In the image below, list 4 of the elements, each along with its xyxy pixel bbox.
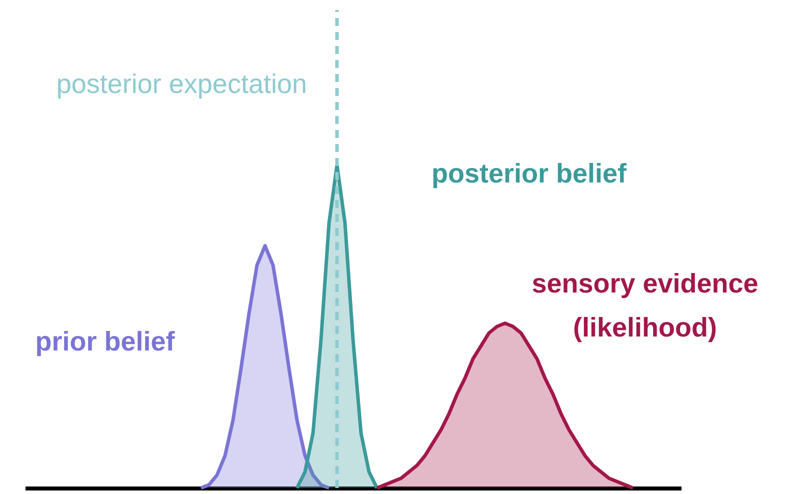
text: posterior expectation [56, 69, 307, 99]
series-label: sensory evidence (likelihood) [532, 268, 758, 343]
text: prior belief [35, 326, 176, 357]
text: posterior belief [431, 158, 628, 189]
